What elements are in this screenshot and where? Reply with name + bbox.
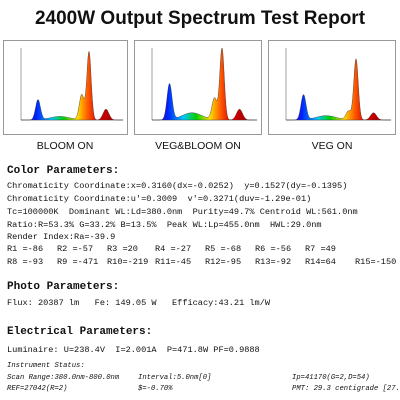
spectrum-curve [152, 47, 257, 121]
spectrum-caption: BLOOM ON [36, 140, 94, 152]
spectrum-caption: VEG&BLOOM ON [155, 140, 241, 152]
render-index: R7 =49 [305, 244, 336, 254]
param-line: Chromaticity Coordinate:x=0.3160(dx=-0.0… [7, 181, 348, 191]
status-item: PMT: 29.3 centigrade [27.8] [292, 385, 400, 393]
section-heading: Electrical Parameters: [7, 326, 153, 338]
section-heading: Color Parameters: [7, 165, 120, 177]
render-index: R11=-45 [155, 257, 192, 267]
spectrum-thumbnail [3, 40, 128, 135]
status-item: REF=27042(R=2) [7, 385, 68, 393]
render-index: R13=-92 [255, 257, 292, 267]
render-index: R9 =-471 [57, 257, 99, 267]
param-line: Flux: 20387 lm Fe: 149.05 W Efficacy:43.… [7, 298, 271, 308]
render-index: R4 =-27 [155, 244, 192, 254]
report-title: 2400W Output Spectrum Test Report [34, 8, 366, 29]
status-item: Ip=41170(G=2,D=54) [292, 374, 370, 382]
status-heading: Instrument Status: [7, 362, 85, 370]
param-line: Luminaire: U=238.4V I=2.001A P=471.8W PF… [7, 345, 260, 355]
render-index: R6 =-56 [255, 244, 292, 254]
render-index: R15=-150 [355, 257, 397, 267]
spectrum-thumbnail [268, 40, 396, 135]
spectrum-caption: VEG ON [311, 140, 353, 152]
render-index: R8 =-93 [7, 257, 44, 267]
thumbnail-frame [134, 40, 262, 135]
param-line: Render Index:Ra=-39.9 [7, 232, 116, 242]
status-item: Interval:5.0nm[0] [138, 374, 212, 382]
spectrum-curve [21, 50, 123, 121]
render-index: R14=64 [305, 257, 336, 267]
section-heading: Photo Parameters: [7, 281, 120, 293]
spectrum-thumbnail [134, 40, 262, 135]
param-line: Tc=100000K Dominant WL:Ld=380.0nm Purity… [7, 207, 358, 217]
spectrum-curve [286, 58, 391, 121]
thumbnail-frame [268, 40, 396, 135]
render-index: R3 =20 [107, 244, 138, 254]
render-index: R12=-95 [205, 257, 242, 267]
render-index: R2 =-57 [57, 244, 94, 254]
param-line: Ratio:R=53.3% G=33.2% B=13.5% Peak WL:Lp… [7, 220, 322, 230]
render-index: R5 =-68 [205, 244, 242, 254]
status-item: Scan Range:380.0nm-800.0nm [7, 374, 120, 382]
render-index: R10=-219 [107, 257, 149, 267]
thumbnail-frame [3, 40, 128, 135]
render-index: R1 =-86 [7, 244, 44, 254]
status-item: $=-0.70% [138, 385, 173, 393]
param-line: Chromaticity Coordinate:u'=0.3009 v'=0.3… [7, 194, 312, 204]
